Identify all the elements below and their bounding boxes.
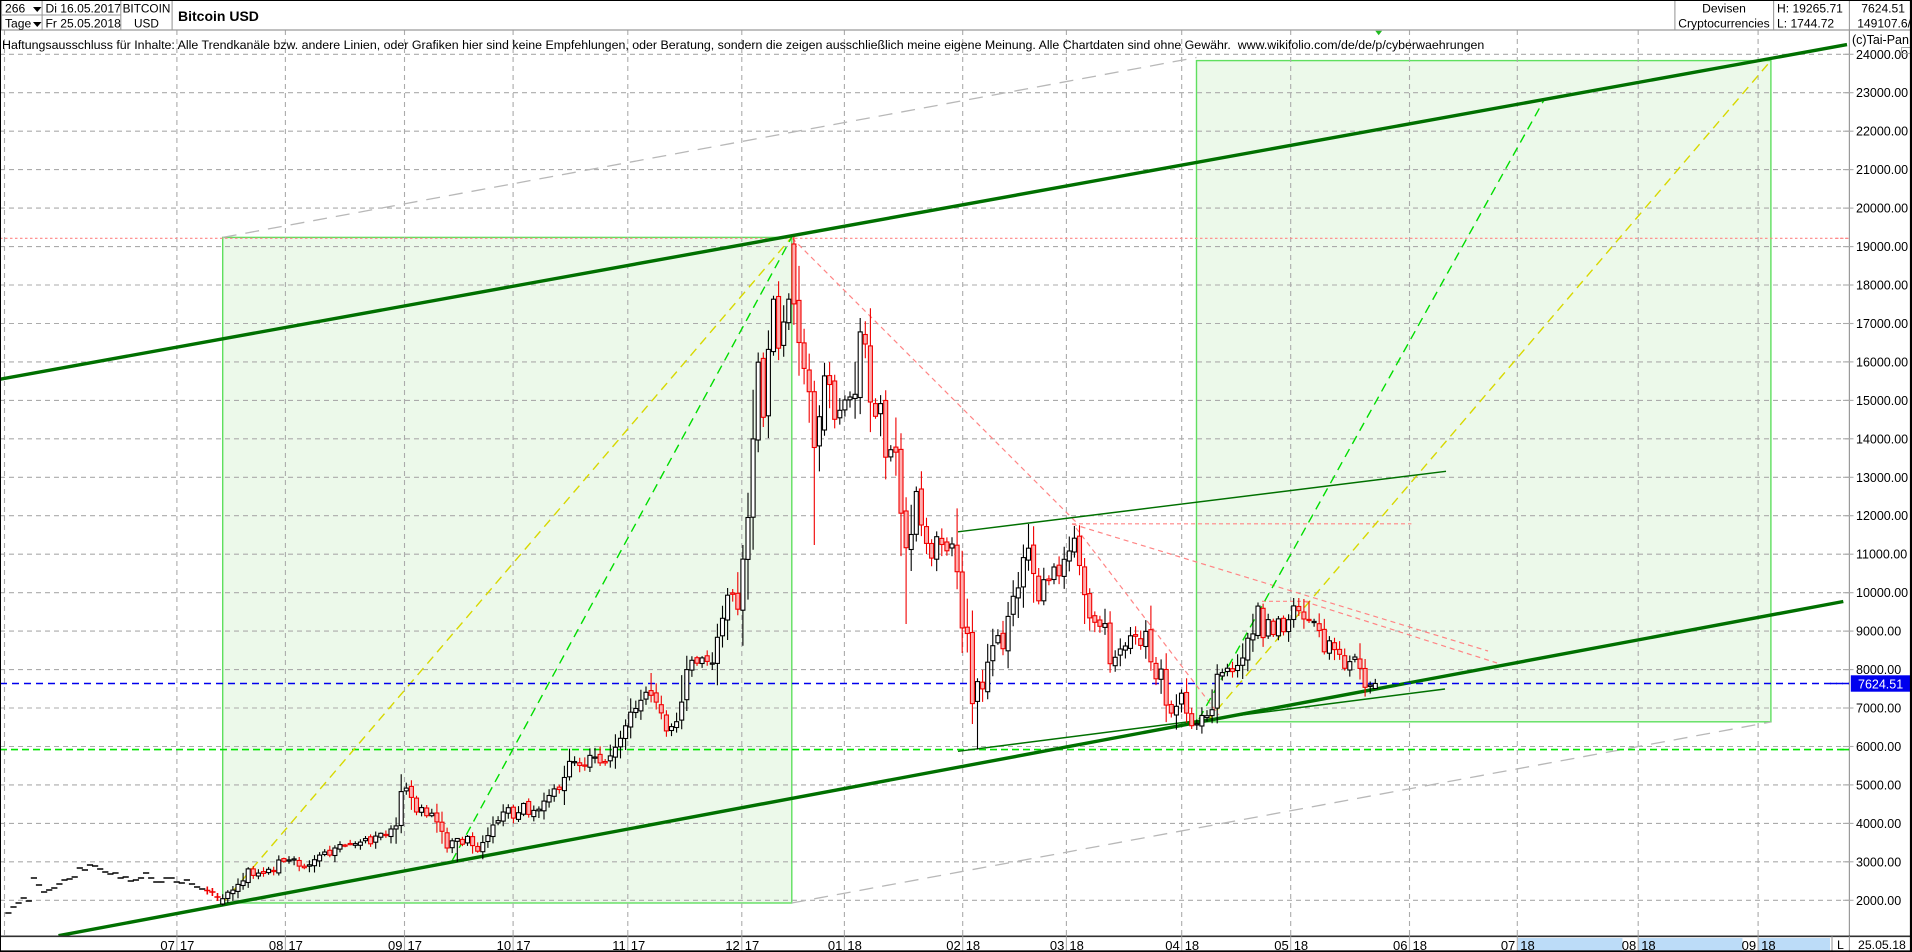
svg-text:Bitcoin USD: Bitcoin USD <box>178 8 259 24</box>
svg-text:19000.00: 19000.00 <box>1856 240 1908 254</box>
svg-text:18: 18 <box>1641 938 1655 952</box>
svg-text:18: 18 <box>966 938 980 952</box>
svg-text:11000.00: 11000.00 <box>1856 548 1907 562</box>
svg-text:02: 02 <box>946 938 960 952</box>
svg-text:266: 266 <box>5 2 25 16</box>
svg-text:Di 16.05.2017: Di 16.05.2017 <box>46 2 122 16</box>
svg-text:18: 18 <box>1185 938 1199 952</box>
svg-text:10: 10 <box>497 938 511 952</box>
svg-text:5000.00: 5000.00 <box>1856 778 1901 792</box>
svg-text:17: 17 <box>408 938 422 952</box>
svg-text:09: 09 <box>1742 938 1756 952</box>
svg-text:9000.00: 9000.00 <box>1856 625 1901 639</box>
svg-text:L: L <box>1837 938 1844 952</box>
svg-text:Haftungsausschluss für Inhalte: Haftungsausschluss für Inhalte: Alle Tre… <box>2 38 1484 52</box>
svg-text:Fr 25.05.2018: Fr 25.05.2018 <box>46 17 122 31</box>
svg-text:13000.00: 13000.00 <box>1856 471 1908 485</box>
svg-text:08: 08 <box>1622 938 1636 952</box>
svg-text:6000.00: 6000.00 <box>1856 740 1901 754</box>
svg-text:18: 18 <box>1520 938 1534 952</box>
svg-text:Cryptocurrencies: Cryptocurrencies <box>1678 17 1769 31</box>
svg-text:21000.00: 21000.00 <box>1856 163 1908 177</box>
svg-text:05: 05 <box>1274 938 1288 952</box>
svg-text:2000.00: 2000.00 <box>1856 894 1901 908</box>
svg-text:Tage: Tage <box>5 17 31 31</box>
svg-text:01: 01 <box>828 938 842 952</box>
svg-text:12: 12 <box>725 938 739 952</box>
svg-text:08: 08 <box>269 938 283 952</box>
svg-text:12000.00: 12000.00 <box>1856 509 1908 523</box>
svg-text:BITCOIN: BITCOIN <box>123 2 171 16</box>
svg-text:7624.51: 7624.51 <box>1861 2 1905 16</box>
svg-text:18000.00: 18000.00 <box>1856 279 1908 293</box>
svg-text:7624.51: 7624.51 <box>1858 677 1903 691</box>
svg-text:15000.00: 15000.00 <box>1856 394 1908 408</box>
svg-text:17: 17 <box>516 938 530 952</box>
svg-text:17: 17 <box>288 938 302 952</box>
svg-text:149107.6/: 149107.6/ <box>1857 17 1911 31</box>
svg-text:11: 11 <box>612 938 626 952</box>
svg-text:24000.00: 24000.00 <box>1856 48 1908 62</box>
svg-text:18: 18 <box>847 938 861 952</box>
svg-text:18: 18 <box>1761 938 1775 952</box>
svg-text:(c)Tai-Pan: (c)Tai-Pan <box>1852 33 1909 47</box>
svg-text:H: 19265.71: H: 19265.71 <box>1777 2 1843 16</box>
svg-text:07: 07 <box>1501 938 1515 952</box>
svg-text:Devisen: Devisen <box>1702 2 1746 16</box>
svg-text:7000.00: 7000.00 <box>1856 702 1901 716</box>
svg-text:04: 04 <box>1165 938 1179 952</box>
svg-text:17000.00: 17000.00 <box>1856 317 1908 331</box>
svg-text:09: 09 <box>388 938 402 952</box>
svg-text:3000.00: 3000.00 <box>1856 855 1901 869</box>
svg-text:18: 18 <box>1069 938 1083 952</box>
svg-text:17: 17 <box>745 938 759 952</box>
svg-text:06: 06 <box>1393 938 1407 952</box>
svg-text:07: 07 <box>160 938 174 952</box>
svg-text:20000.00: 20000.00 <box>1856 202 1908 216</box>
svg-text:18: 18 <box>1294 938 1308 952</box>
svg-text:23000.00: 23000.00 <box>1856 86 1908 100</box>
svg-text:18: 18 <box>1413 938 1427 952</box>
svg-text:8000.00: 8000.00 <box>1856 663 1901 677</box>
svg-text:10000.00: 10000.00 <box>1856 586 1908 600</box>
svg-text:22000.00: 22000.00 <box>1856 125 1908 139</box>
svg-text:03: 03 <box>1050 938 1064 952</box>
svg-text:14000.00: 14000.00 <box>1856 432 1908 446</box>
svg-text:16000.00: 16000.00 <box>1856 355 1908 369</box>
svg-text:L: 1744.72: L: 1744.72 <box>1777 17 1834 31</box>
svg-text:25.05.18: 25.05.18 <box>1858 938 1906 952</box>
svg-text:17: 17 <box>180 938 194 952</box>
svg-text:USD: USD <box>134 17 159 31</box>
svg-text:17: 17 <box>631 938 645 952</box>
svg-text:4000.00: 4000.00 <box>1856 817 1901 831</box>
